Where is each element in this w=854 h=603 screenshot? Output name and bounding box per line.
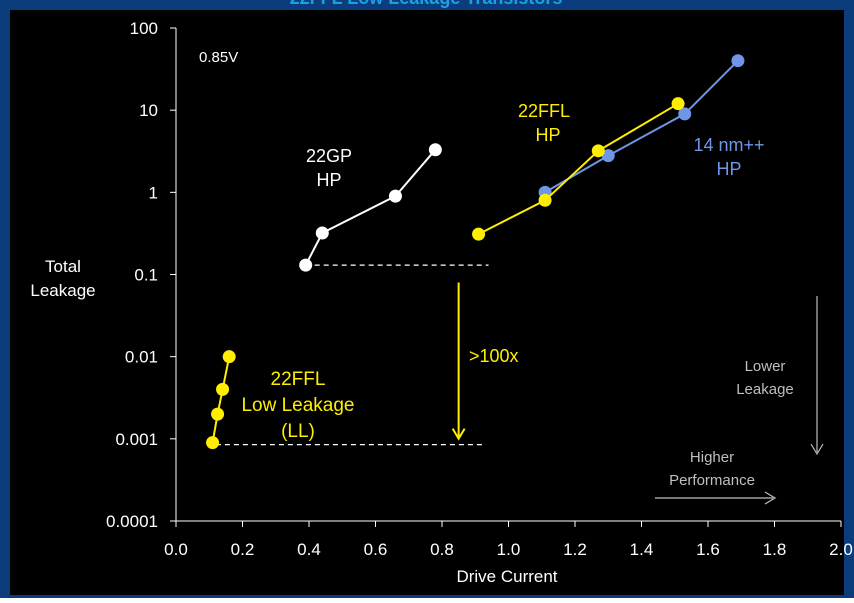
data-point-14nm-hp <box>601 149 615 163</box>
y-axis-label-line2: Leakage <box>30 281 95 300</box>
data-point-22gp-hp <box>388 189 402 203</box>
tick-group: 0.0 0.2 0.4 0.6 0.8 1.0 1.2 1.4 1.6 1.8 2.0 100 10 1 0… <box>106 19 853 559</box>
series-line-22ffl-ll <box>211 356 231 443</box>
improvement-arrow <box>451 282 466 441</box>
label-ll-line1: 22FFL <box>271 369 326 390</box>
label-ll-line2: Low Leakage <box>241 395 354 416</box>
x-tick-label: 0.4 <box>297 540 321 559</box>
series-group <box>206 54 745 450</box>
y-tick-label: 0.001 <box>115 430 158 449</box>
x-axis-label: Drive Current <box>456 567 557 586</box>
data-point-22gp-hp <box>428 143 442 157</box>
y-tick-label: 0.01 <box>125 348 158 367</box>
data-point-22gp-hp <box>315 226 329 240</box>
x-tick-label: 0.8 <box>430 540 454 559</box>
series-line-14nm-hp <box>544 59 739 194</box>
x-tick-label: 0.0 <box>164 540 188 559</box>
data-point-22ffl-ll <box>211 407 225 421</box>
label-14nm-line1: 14 nm++ <box>693 135 764 155</box>
lower-leakage-line2: Leakage <box>736 381 794 398</box>
x-tick-label: 1.4 <box>630 540 654 559</box>
y-axis-label-line1: Total <box>45 257 81 276</box>
x-tick-label: 1.0 <box>497 540 521 559</box>
y-tick-label: 100 <box>130 19 158 38</box>
data-point-22gp-hp <box>299 258 313 272</box>
x-tick-label: 1.2 <box>563 540 587 559</box>
label-22ffl-hp-line2: HP <box>535 125 560 145</box>
label-22ffl-hp-line1: 22FFL <box>518 101 570 121</box>
higher-perf-arrowhead <box>764 491 777 505</box>
data-point-22ffl-ll <box>206 436 220 450</box>
voltage-label: 0.85V <box>199 49 238 66</box>
reference-lines <box>215 264 489 446</box>
series-line-22ffl-hp <box>478 102 679 235</box>
x-tick-label: 0.2 <box>231 540 255 559</box>
improvement-label: >100x <box>469 346 519 366</box>
x-tick-label: 1.8 <box>763 540 787 559</box>
higher-perf-line2: Performance <box>669 472 755 489</box>
x-tick-label: 1.6 <box>696 540 720 559</box>
label-22gp-line1: 22GP <box>306 146 352 166</box>
higher-perf-line1: Higher <box>690 449 734 466</box>
x-tick-label: 0.6 <box>364 540 388 559</box>
data-point-14nm-hp <box>678 107 692 121</box>
chart-title: 22FFL Low Leakage Transistors <box>290 0 563 8</box>
x-tick-label: 2.0 <box>829 540 853 559</box>
data-point-22ffl-ll <box>222 350 236 364</box>
label-14nm-line2: HP <box>716 159 741 179</box>
data-point-22ffl-hp <box>671 97 685 111</box>
data-point-14nm-hp <box>731 54 745 68</box>
y-tick-label: 0.0001 <box>106 512 158 531</box>
label-22gp-line2: HP <box>316 170 341 190</box>
data-point-22ffl-hp <box>591 144 605 158</box>
series-line-22gp-hp <box>304 149 437 266</box>
improvement-arrowhead <box>451 428 466 441</box>
lower-leakage-line1: Lower <box>745 358 786 375</box>
y-tick-label: 10 <box>139 101 158 120</box>
label-ll-line3: (LL) <box>281 421 315 442</box>
y-tick-label: 1 <box>149 183 158 202</box>
data-point-22ffl-hp <box>538 193 552 207</box>
chart-background <box>10 10 844 595</box>
data-point-22ffl-ll <box>216 382 230 396</box>
data-point-22ffl-hp <box>472 227 486 241</box>
lower-leakage-arrowhead <box>810 443 824 456</box>
y-tick-label: 0.1 <box>134 266 158 285</box>
